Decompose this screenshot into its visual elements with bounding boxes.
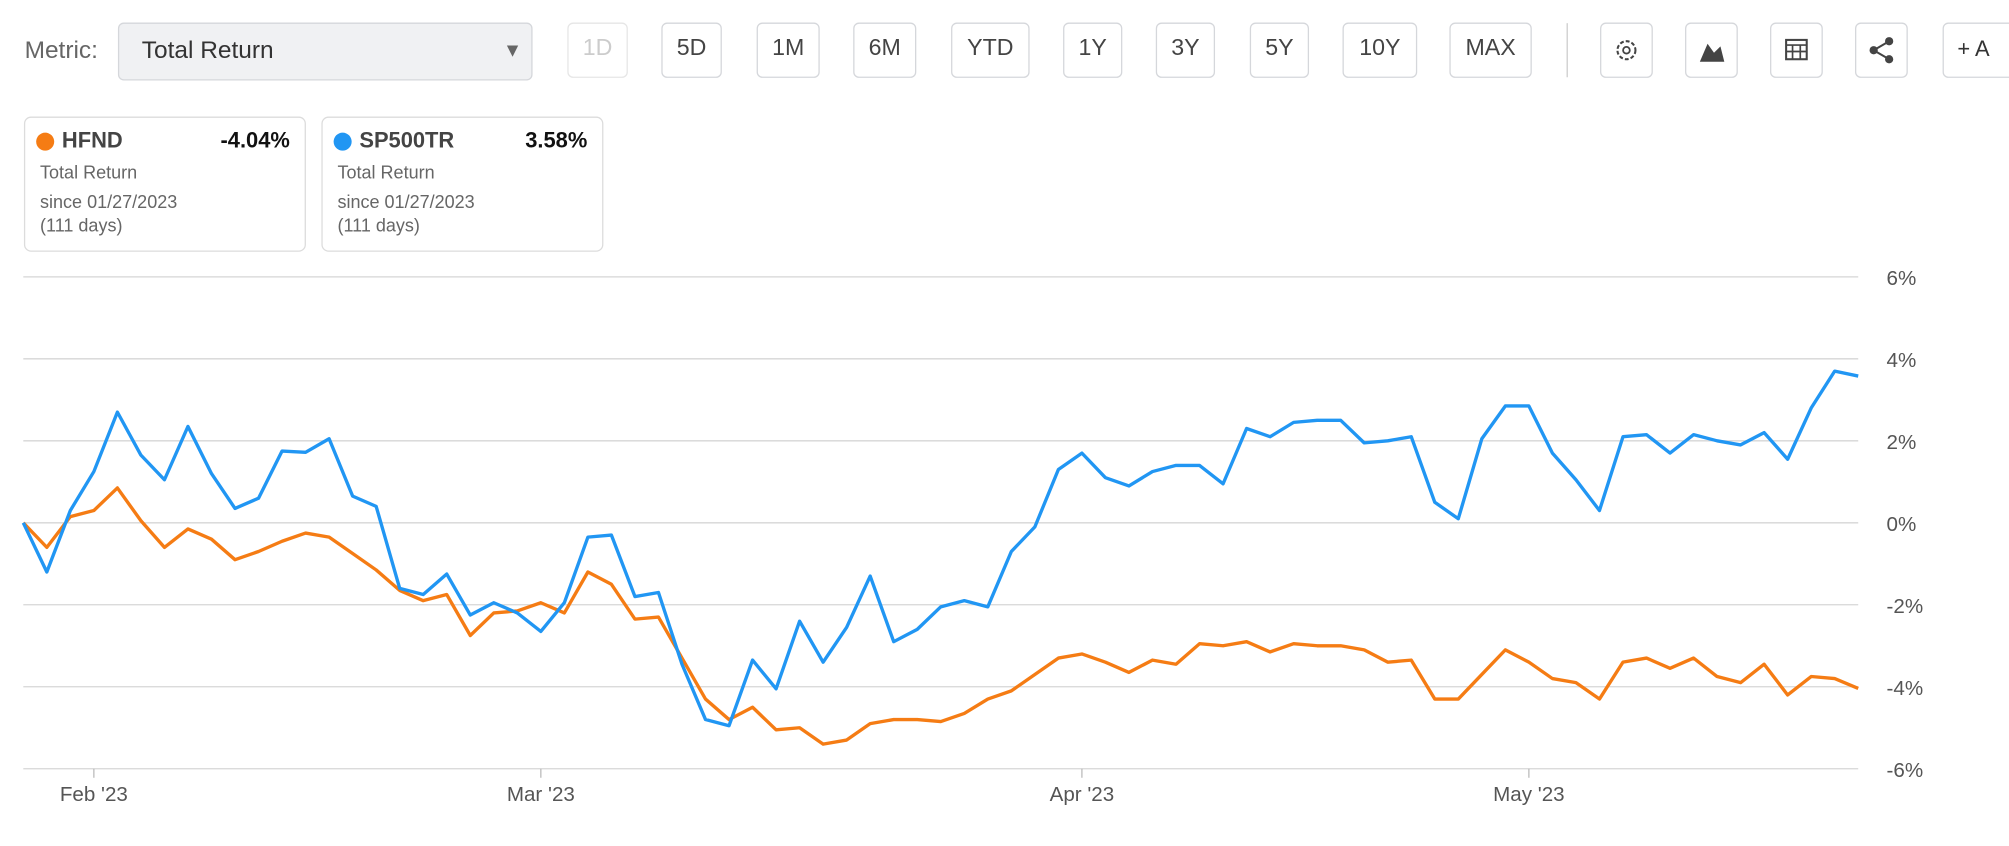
legend-dot [333,132,352,151]
button-box[interactable] [1942,22,2009,78]
legend-since: since 01/27/2023 [337,192,474,212]
range-label[interactable]: YTD [967,34,1013,60]
legend-metric: Total Return [40,163,137,183]
range-label[interactable]: 1M [772,34,804,60]
dropdown-value[interactable]: Total Return [142,37,274,64]
range-button[interactable] [661,22,722,78]
y-tick-label: -6% [1887,759,1924,782]
range-label[interactable]: MAX [1466,34,1516,60]
x-tick-label: Apr '23 [1050,783,1115,806]
share-button[interactable] [1855,22,1908,78]
share-dot[interactable] [1885,37,1894,46]
range-label[interactable]: 5D [677,34,707,60]
range-label[interactable]: 3Y [1171,34,1199,60]
share-dot[interactable] [1869,46,1878,55]
x-tick-label: Mar '23 [507,783,575,806]
y-tick-label: 4% [1887,349,1917,372]
range-button [567,22,628,78]
range-button[interactable] [1155,22,1216,78]
metric-label: Metric: [25,37,98,64]
range-button[interactable] [951,22,1030,78]
legend-days: (111 days) [337,215,419,235]
gear-hole[interactable] [1622,45,1631,55]
legend-change: -4.04% [221,127,290,152]
table-icon-lines[interactable] [1786,44,1807,60]
series-line [21,369,1859,728]
series-line [22,486,1859,746]
metric-dropdown[interactable]: Total Return ▼ [117,22,533,81]
range-label: 1D [583,34,613,60]
legend-card [23,116,306,252]
chart-icon[interactable] [1699,43,1725,62]
legend-card [321,116,604,252]
range-button[interactable] [1249,22,1310,78]
range-button[interactable] [756,22,820,78]
y-tick-label: 0% [1887,513,1917,536]
y-tick-label: 6% [1887,267,1917,290]
add-label[interactable]: + A [1957,36,1990,61]
range-label[interactable]: 1Y [1079,34,1107,60]
legend-name: SP500TR [359,127,454,152]
legend-name: HFND [62,127,123,152]
x-tick-label: May '23 [1493,783,1564,806]
range-label[interactable]: 5Y [1265,34,1293,60]
range-label[interactable]: 6M [869,34,901,60]
legend-dot [36,132,55,151]
legend-change: 3.58% [525,127,587,152]
y-tick-label: -2% [1887,595,1924,618]
table-button[interactable] [1770,22,1823,78]
share-dot[interactable] [1885,55,1894,64]
chart-type-button[interactable] [1685,22,1738,78]
range-button[interactable] [1449,22,1532,78]
add-button[interactable]: + A [1942,22,2009,78]
range-label[interactable]: 10Y [1359,34,1400,60]
range-button[interactable] [1342,22,1418,78]
button-box[interactable] [1770,22,1823,78]
settings-button[interactable] [1600,22,1653,78]
y-tick-label: -4% [1887,677,1924,700]
button-box[interactable] [1600,22,1653,78]
legend-days: (111 days) [40,215,122,235]
button-box[interactable] [1855,22,1908,78]
range-button[interactable] [853,22,917,78]
legend-since: since 01/27/2023 [40,192,177,212]
table-icon[interactable] [1785,38,1808,61]
dropdown-box[interactable] [117,22,533,81]
y-tick-label: 2% [1887,431,1917,454]
range-button[interactable] [1063,22,1123,78]
x-tick-label: Feb '23 [60,783,128,806]
gear-icon[interactable] [1616,40,1637,61]
legend-metric: Total Return [337,163,434,183]
dropdown-arrow[interactable]: ▼ [503,41,522,62]
